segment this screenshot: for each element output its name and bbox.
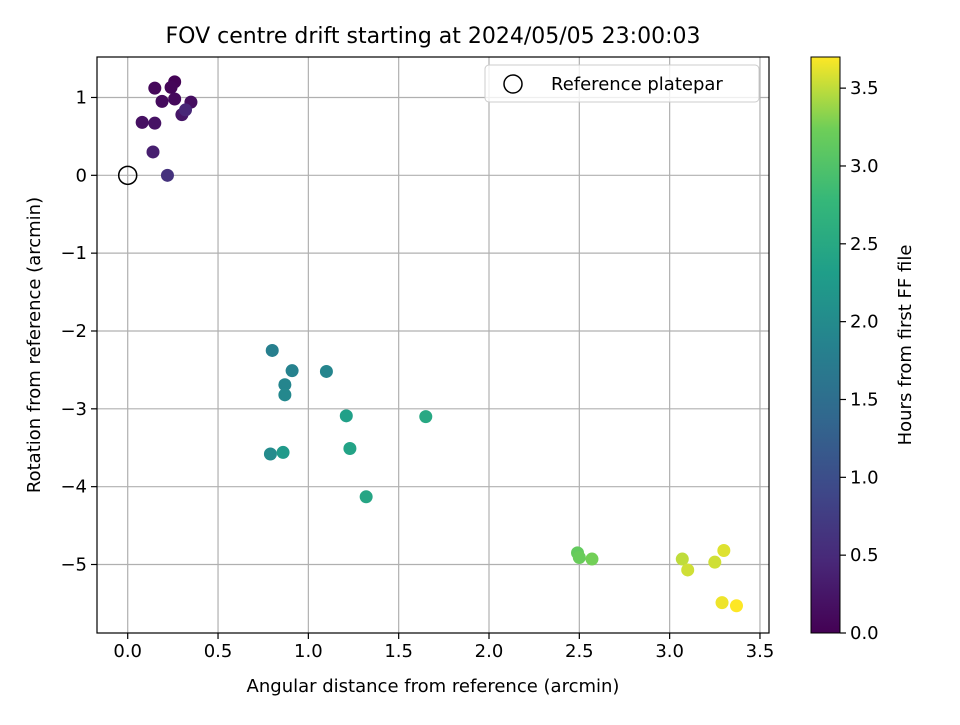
data-point bbox=[135, 115, 149, 129]
legend-frame bbox=[484, 64, 760, 103]
y-tick-label: 1 bbox=[76, 87, 87, 108]
colorbar-tick-label: 3.0 bbox=[850, 156, 879, 177]
legend: Reference platepar bbox=[484, 64, 760, 103]
data-point bbox=[681, 563, 695, 577]
y-tick-label: 0 bbox=[76, 165, 87, 186]
data-point bbox=[263, 447, 277, 461]
data-point bbox=[278, 378, 292, 392]
colorbar: 0.0 0.5 1.0 1.5 2.0 2.5 3.0 3.5 Hours from firs… bbox=[810, 56, 916, 644]
data-point bbox=[146, 145, 160, 159]
data-point bbox=[278, 388, 292, 402]
colorbar-tick-label: 2.0 bbox=[850, 312, 879, 333]
x-tick-label: 0.5 bbox=[204, 641, 233, 662]
reference-marker bbox=[117, 165, 138, 186]
colorbar-ticks: 0.0 0.5 1.0 1.5 2.0 2.5 3.0 3.5 bbox=[840, 78, 879, 644]
data-point bbox=[168, 92, 182, 106]
data-points-layer bbox=[135, 75, 743, 613]
data-point bbox=[276, 445, 290, 459]
x-tick-label: 0.0 bbox=[113, 641, 142, 662]
x-tick-label: 1.0 bbox=[294, 641, 323, 662]
reference-layer bbox=[117, 165, 138, 186]
chart-title: FOV centre drift starting at 2024/05/05 … bbox=[166, 24, 701, 49]
plot-frame bbox=[96, 56, 770, 634]
data-point bbox=[572, 550, 586, 564]
data-point bbox=[715, 596, 729, 610]
data-point bbox=[265, 343, 279, 357]
x-tick-label: 1.5 bbox=[384, 641, 413, 662]
colorbar-tick-label: 1.0 bbox=[850, 467, 879, 488]
x-ticks: 0.0 0.5 1.0 1.5 2.0 2.5 3.0 3.5 bbox=[113, 633, 774, 662]
data-point bbox=[155, 94, 169, 108]
data-point bbox=[419, 410, 433, 424]
colorbar-tick-label: 2.5 bbox=[850, 234, 879, 255]
y-tick-label: −1 bbox=[60, 243, 87, 264]
colorbar-frame bbox=[810, 56, 841, 634]
y-axis-label: Rotation from reference (arcmin) bbox=[24, 197, 45, 493]
data-point bbox=[339, 409, 353, 423]
colorbar-tick-label: 3.5 bbox=[850, 78, 879, 99]
colorbar-tick-label: 0.5 bbox=[850, 545, 879, 566]
y-tick-label: −3 bbox=[60, 399, 87, 420]
data-point bbox=[319, 364, 333, 378]
y-tick-label: −5 bbox=[60, 555, 87, 576]
data-point bbox=[148, 116, 162, 130]
plot-area bbox=[97, 57, 769, 633]
grid-layer bbox=[97, 57, 769, 633]
data-point bbox=[179, 103, 193, 117]
x-tick-label: 2.5 bbox=[565, 641, 594, 662]
legend-label-reference: Reference platepar bbox=[551, 74, 723, 95]
x-axis-label: Angular distance from reference (arcmin) bbox=[247, 676, 620, 697]
data-point bbox=[359, 490, 373, 504]
data-point bbox=[148, 81, 162, 95]
data-point bbox=[160, 168, 174, 182]
colorbar-label: Hours from first FF file bbox=[895, 245, 916, 446]
data-point bbox=[585, 552, 599, 566]
colorbar-gradient bbox=[811, 57, 840, 633]
y-tick-label: −2 bbox=[60, 321, 87, 342]
legend-reference-marker bbox=[503, 74, 523, 94]
data-point bbox=[285, 364, 299, 378]
data-point bbox=[675, 552, 689, 566]
x-tick-label: 2.0 bbox=[475, 641, 504, 662]
data-point bbox=[343, 442, 357, 456]
y-tick-label: −4 bbox=[60, 477, 87, 498]
data-point bbox=[717, 543, 731, 557]
colorbar-tick-label: 0.0 bbox=[850, 623, 879, 644]
colorbar-tick-label: 1.5 bbox=[850, 389, 879, 410]
data-point bbox=[708, 555, 722, 569]
x-tick-label: 3.0 bbox=[655, 641, 684, 662]
data-point bbox=[729, 599, 743, 613]
data-point bbox=[164, 80, 178, 94]
y-ticks: −5 −4 −3 −2 −1 0 1 bbox=[60, 87, 97, 576]
x-tick-label: 3.5 bbox=[746, 641, 775, 662]
